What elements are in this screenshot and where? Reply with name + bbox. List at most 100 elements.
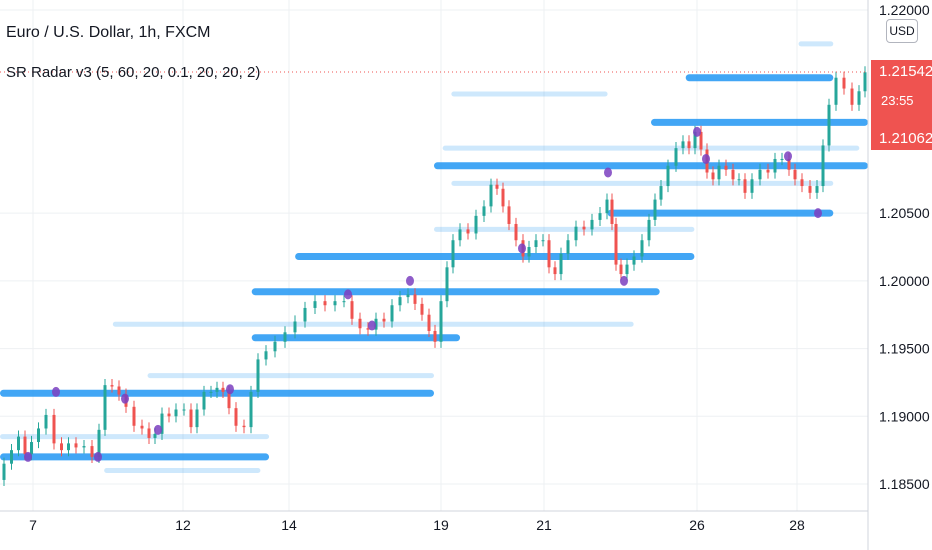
- candle-body: [249, 391, 253, 428]
- candle-body: [342, 301, 346, 303]
- sr-levels: [0, 41, 868, 473]
- secondary-price-value: 1.21062: [879, 130, 932, 147]
- candle-body: [313, 301, 317, 308]
- candle-body: [780, 158, 784, 160]
- candle-body: [103, 385, 107, 430]
- currency-button[interactable]: USD: [886, 19, 918, 43]
- chart-grid: [0, 0, 868, 511]
- candle-body: [743, 179, 747, 193]
- pivot-marker: [368, 320, 376, 331]
- time-tick-label: 19: [433, 517, 449, 533]
- candle-body: [433, 330, 437, 342]
- sr-level-strong: [685, 74, 834, 82]
- candle-body: [711, 172, 715, 180]
- price-tick-label: 1.20500: [879, 205, 930, 221]
- candle-body: [67, 443, 70, 451]
- candle-body: [10, 450, 13, 464]
- candle-body: [17, 436, 20, 451]
- candle-body: [182, 409, 186, 411]
- candle-body: [273, 341, 277, 352]
- candle-body: [110, 385, 114, 387]
- pivot-marker: [226, 384, 234, 395]
- candle-body: [834, 77, 838, 105]
- sr-level-faint: [0, 434, 270, 440]
- candle-body: [234, 408, 238, 426]
- candle-body: [406, 294, 410, 298]
- candle-body: [174, 409, 178, 417]
- pivot-marker: [693, 126, 701, 137]
- sr-level-strong: [251, 334, 461, 342]
- candle-body: [82, 446, 86, 448]
- candle-body: [37, 428, 40, 443]
- candle-body: [507, 206, 511, 224]
- candle-body: [821, 145, 825, 187]
- candle-body: [857, 91, 861, 105]
- candle-body: [590, 219, 594, 230]
- candle-body: [160, 413, 164, 434]
- candle-body: [863, 72, 867, 92]
- candle-body: [458, 229, 462, 241]
- candle-body: [303, 307, 307, 322]
- candle-body: [167, 413, 171, 417]
- indicator-label[interactable]: SR Radar v3 (5, 60, 20, 0.1, 20, 20, 2): [6, 64, 261, 81]
- candle-body: [699, 131, 703, 150]
- sr-level-strong: [607, 209, 834, 217]
- candle-body: [800, 179, 804, 187]
- last-price-value: 1.21542: [879, 63, 932, 80]
- time-tick-label: 21: [536, 517, 552, 533]
- candle-body: [666, 165, 670, 187]
- candle-body: [724, 165, 728, 170]
- candle-body: [227, 391, 231, 409]
- sr-level-strong: [0, 453, 270, 461]
- pivot-markers: [24, 126, 822, 462]
- candle-body: [610, 199, 614, 224]
- candle-body: [632, 256, 636, 265]
- price-tick-label: 1.19500: [879, 341, 930, 357]
- candle-body: [827, 104, 831, 146]
- candle-body: [474, 215, 478, 234]
- candle-body: [451, 240, 455, 268]
- sr-level-faint: [104, 467, 261, 473]
- pivot-marker: [702, 153, 710, 164]
- candle-body: [420, 303, 424, 315]
- candle-body: [366, 328, 370, 330]
- pivot-marker: [52, 386, 60, 397]
- price-tick-label: 1.18500: [879, 476, 930, 492]
- candle-body: [23, 436, 27, 455]
- sr-level-faint: [798, 41, 834, 47]
- bar-countdown: 23:55: [881, 93, 914, 108]
- sr-level-faint: [451, 91, 608, 97]
- pivot-marker: [154, 424, 162, 435]
- candle-body: [140, 425, 144, 429]
- candle-body: [541, 240, 545, 242]
- price-axis: 1.22000 1.20500 1.20000 1.19500 1.19000 1.185…: [879, 2, 930, 492]
- candle-body: [566, 240, 570, 254]
- candle-body: [619, 264, 623, 275]
- candle-body: [681, 141, 685, 149]
- candle-body: [283, 332, 287, 342]
- candle-body: [427, 314, 431, 331]
- symbol-title: Euro / U.S. Dollar, 1h, FXCM: [6, 24, 211, 41]
- candle-body: [501, 188, 505, 207]
- price-candles: [2, 66, 867, 487]
- price-tick-label: 1.19000: [879, 408, 930, 424]
- candle-body: [731, 169, 735, 180]
- pivot-marker: [620, 275, 628, 286]
- candle-body: [659, 186, 663, 200]
- time-axis: 7 12 14 19 21 26 28: [29, 517, 805, 533]
- time-tick-label: 28: [789, 517, 805, 533]
- pivot-marker: [814, 208, 822, 219]
- time-tick-label: 12: [175, 517, 191, 533]
- candle-body: [737, 179, 741, 181]
- candle-body: [647, 219, 651, 241]
- sr-level-strong: [295, 252, 695, 260]
- sr-level-strong: [434, 162, 868, 170]
- candle-body: [598, 213, 602, 220]
- candle-body: [256, 359, 260, 392]
- pivot-marker: [518, 243, 526, 254]
- candle-body: [202, 391, 206, 410]
- candle-body: [358, 318, 362, 329]
- price-tick-label: 1.20000: [879, 273, 930, 289]
- candle-body: [850, 88, 854, 105]
